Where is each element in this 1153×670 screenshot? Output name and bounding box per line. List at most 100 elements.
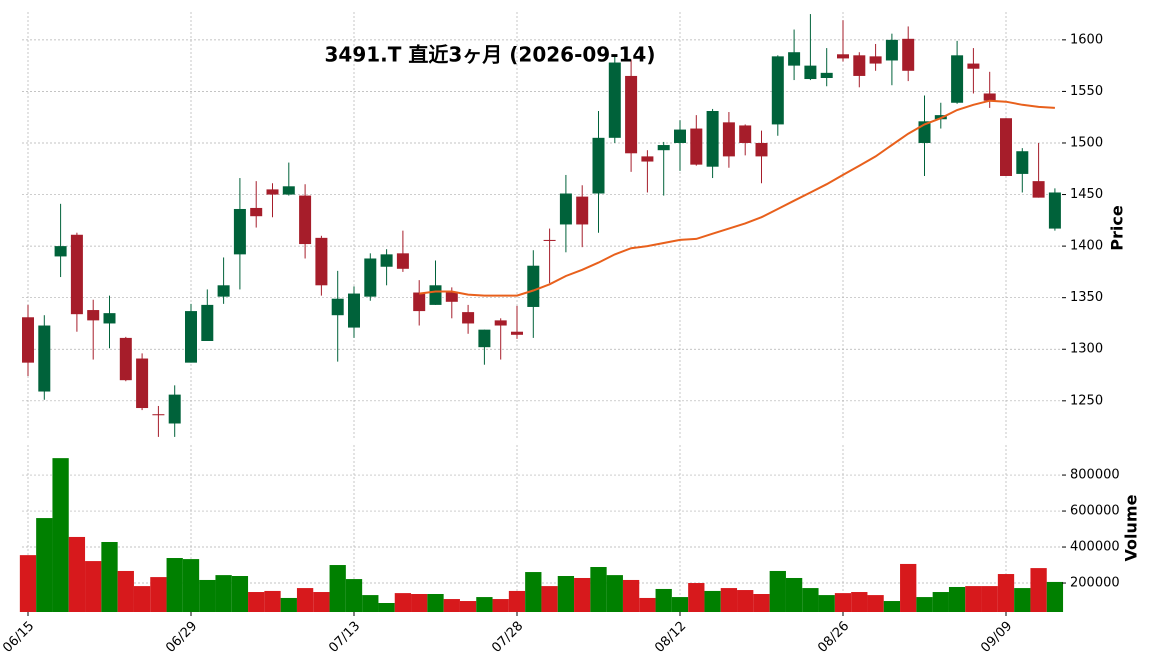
candle-body: [70, 234, 83, 315]
volume-bar: [199, 579, 216, 612]
volume-bar: [394, 593, 412, 612]
candle-body: [1016, 151, 1029, 174]
volume-bar: [622, 579, 640, 612]
candle-body: [869, 56, 882, 64]
candle-body: [674, 129, 686, 143]
candle-body: [559, 193, 572, 225]
volume-bar: [280, 597, 297, 612]
candle-body: [690, 128, 703, 165]
volume-bar: [802, 588, 819, 612]
chart-title: 3491.T 直近3ヶ月 (2026-09-14): [325, 43, 656, 67]
y-tick-label: 1250: [1070, 393, 1103, 408]
volume-bar: [443, 599, 460, 612]
candle-body: [217, 285, 230, 297]
volume-bar: [19, 555, 37, 612]
volume-bar: [476, 597, 493, 612]
candle-body: [282, 186, 295, 195]
grid: [22, 12, 1062, 612]
candle-body: [608, 62, 621, 138]
volume-bar: [737, 590, 754, 612]
candle-body: [820, 72, 833, 79]
volume-bar: [1046, 581, 1064, 612]
candle-body: [103, 313, 116, 324]
volume-bar: [1030, 568, 1047, 612]
candle-body: [315, 237, 328, 286]
candle-body: [1000, 118, 1012, 176]
volume-bar: [965, 586, 982, 612]
candle-body: [22, 317, 34, 363]
candle-body: [494, 320, 507, 326]
x-tick-label: 07/28: [489, 619, 526, 656]
candle-body: [429, 285, 442, 305]
candle-body: [788, 52, 801, 66]
y-axis-label: Price: [1108, 205, 1127, 251]
volume-bar: [606, 575, 623, 612]
candle-body: [185, 311, 197, 363]
moving-average-line: [419, 99, 1055, 297]
volume-bar: [525, 572, 542, 612]
y-tick-label: 1350: [1070, 290, 1103, 305]
volume-bar: [834, 593, 852, 612]
volume-bar: [329, 565, 346, 612]
volume-bar: [150, 577, 167, 612]
volume-bar: [541, 586, 558, 612]
y-tick-label: 1500: [1070, 135, 1103, 150]
candle-body: [625, 75, 638, 154]
volume-bar: [133, 586, 151, 612]
volume-bar: [769, 570, 786, 612]
candle-body: [511, 331, 523, 335]
candle-body: [136, 358, 149, 409]
volume-bar: [867, 595, 884, 612]
candle-body: [299, 195, 312, 245]
volume-bar: [1014, 588, 1031, 612]
volume-bar: [345, 579, 363, 612]
volume-bar: [916, 597, 933, 612]
volume-bar: [785, 577, 803, 612]
candle-body: [853, 55, 866, 76]
y-tick-label: 1300: [1070, 342, 1103, 357]
y-tick-label: 1600: [1070, 32, 1103, 47]
volume-bar: [182, 559, 200, 612]
volume-bar: [248, 592, 265, 612]
candle-body: [837, 54, 849, 59]
x-tick-label: 08/12: [652, 619, 689, 656]
candle-body: [54, 246, 67, 257]
volume-bar: [639, 597, 656, 612]
y-tick-label: 1400: [1070, 239, 1103, 254]
candle-body: [87, 310, 100, 321]
volume-bar: [981, 586, 998, 612]
volume-bar: [753, 594, 770, 612]
y-tick-label: 600000: [1070, 504, 1120, 519]
volume-bar: [851, 592, 868, 612]
y-tick-label: 200000: [1070, 576, 1120, 591]
candle-body: [396, 253, 409, 269]
volume-bar: [68, 536, 86, 612]
volume-bar: [411, 594, 428, 612]
candle-body: [331, 298, 344, 316]
y-tick-label: 1450: [1070, 187, 1103, 202]
volume-bar: [378, 603, 395, 612]
candle-body: [951, 55, 964, 103]
volume-bar: [231, 576, 249, 612]
volume-bar: [85, 561, 102, 612]
y-tick-label: 800000: [1070, 468, 1120, 483]
volume-bar: [704, 590, 721, 612]
volume-bar: [296, 588, 314, 612]
candle-body: [771, 56, 784, 125]
volume-bar: [655, 588, 672, 612]
volume-bar: [101, 541, 118, 612]
candle-body: [967, 63, 980, 69]
candle-body: [168, 394, 181, 424]
candle-body: [885, 39, 898, 61]
candle-body: [364, 258, 377, 297]
volume-bar: [671, 597, 689, 612]
volume-bar: [508, 590, 526, 612]
candle-body: [119, 337, 132, 381]
candle-body: [380, 254, 393, 267]
plot-area: [19, 14, 1064, 612]
volume-bar: [166, 558, 183, 612]
candle-body: [739, 125, 752, 143]
candle-body: [657, 145, 670, 151]
volume-bar: [590, 567, 607, 612]
